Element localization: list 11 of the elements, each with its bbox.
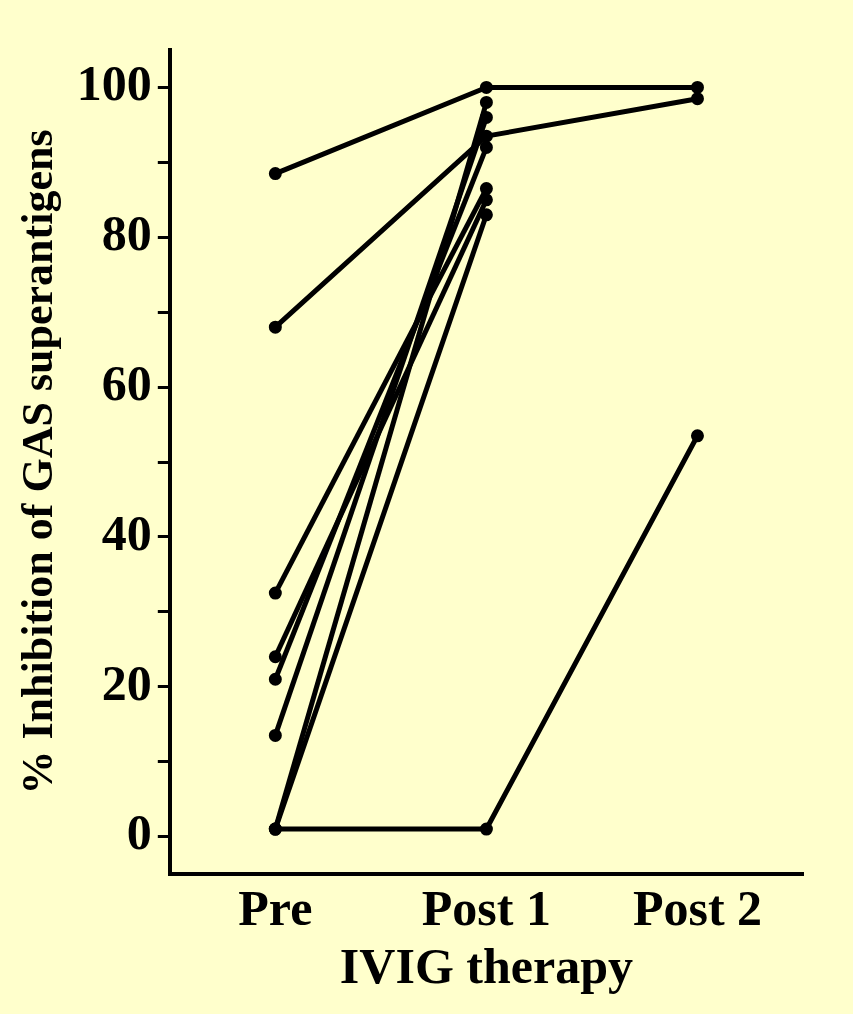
x-tick-label: Post 1 [421, 879, 551, 936]
y-tick-label: 40 [101, 504, 152, 561]
y-tick-label: 80 [101, 205, 152, 262]
x-axis-title: IVIG therapy [339, 937, 633, 994]
y-axis-title: % Inhibition of GAS superantigens [12, 129, 62, 795]
y-tick-label: 100 [76, 55, 152, 112]
y-tick-label: 60 [101, 355, 152, 412]
y-tick-label: 0 [126, 804, 152, 861]
x-tick-label: Post 2 [632, 879, 763, 936]
y-tick-label: 20 [101, 654, 152, 711]
x-tick-label: Pre [238, 879, 313, 936]
